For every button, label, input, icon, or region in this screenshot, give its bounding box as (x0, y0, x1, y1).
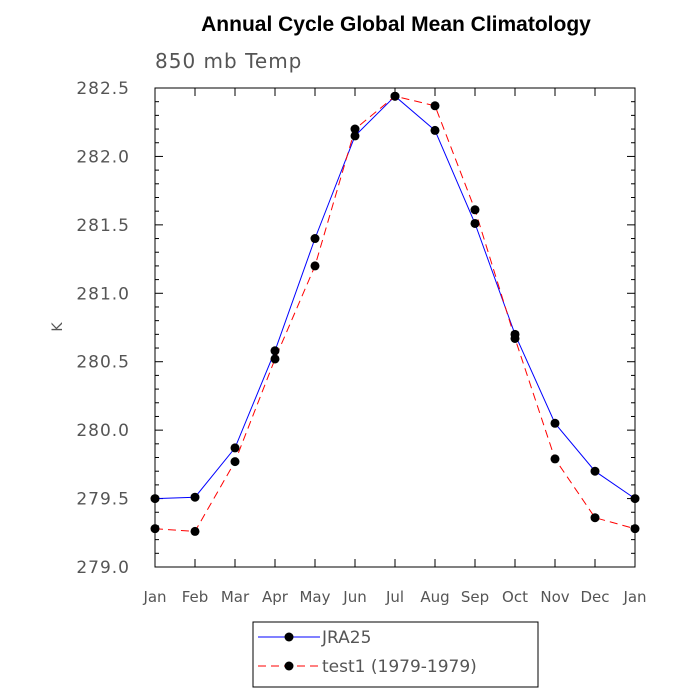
x-tick-label: Dec (580, 588, 609, 606)
series-1-point (350, 124, 360, 134)
legend-marker-test1 (284, 661, 294, 671)
y-tick-label: 281.5 (76, 216, 130, 236)
legend: JRA25 test1 (1979-1979) (252, 621, 539, 688)
x-tick-label: Oct (502, 588, 528, 606)
series-1-point (430, 101, 440, 111)
series-1-point (270, 354, 280, 364)
y-tick-label: 279.0 (76, 558, 130, 578)
series-0-point (430, 125, 440, 135)
series-1-point (510, 333, 520, 343)
y-tick-label: 280.0 (76, 421, 130, 441)
series-0-point (470, 218, 480, 228)
chart-subtitle: 850 mb Temp (155, 49, 302, 73)
legend-box (252, 621, 539, 688)
series-0-point (190, 492, 200, 502)
y-tick-label: 280.5 (76, 353, 130, 373)
series-0-point (270, 346, 280, 356)
chart-title: Annual Cycle Global Mean Climatology (201, 13, 591, 36)
x-tick-label: Apr (262, 588, 289, 606)
x-tick-label: Nov (540, 588, 569, 606)
series-layer (150, 91, 640, 536)
series-1-point (230, 457, 240, 467)
legend-marker-jra25 (284, 632, 294, 642)
x-tick-label: Jan (142, 588, 166, 606)
x-tick-label: Jul (385, 588, 404, 606)
series-1-point (550, 454, 560, 464)
plot-frame (154, 87, 636, 568)
y-tick-label: 282.5 (76, 79, 130, 99)
y-tick-label: 282.0 (76, 147, 130, 167)
y-tick-label: 279.5 (76, 490, 130, 510)
x-tick-label: Mar (221, 588, 250, 606)
series-line-0 (154, 95, 636, 500)
x-tick-label: Aug (420, 588, 449, 606)
x-tick-label: Jan (622, 588, 646, 606)
legend-label-test1: test1 (1979-1979) (322, 657, 477, 677)
series-1-point (150, 524, 160, 534)
series-0-point (150, 494, 160, 504)
series-1-point (470, 205, 480, 215)
series-line-1 (154, 95, 636, 532)
y-axis: 279.0 279.5 280.0 280.5 281.0 281.5 282.0 282.5 (76, 79, 635, 578)
series-0-point (550, 418, 560, 428)
x-tick-label: Sep (461, 588, 489, 606)
x-tick-label: May (299, 588, 330, 606)
x-axis: Jan Feb Mar Apr May Jun Jul Aug Sep Oct Nov Dec Jan (142, 88, 647, 606)
series-0-point (630, 494, 640, 504)
y-axis-label: K (50, 322, 66, 332)
series-1-point (590, 513, 600, 523)
series-1-point (390, 91, 400, 101)
series-1-point (190, 526, 200, 536)
legend-label-jra25: JRA25 (321, 628, 371, 648)
series-1-point (630, 524, 640, 534)
x-tick-label: Jun (342, 588, 366, 606)
series-0-point (230, 443, 240, 453)
series-0-point (310, 234, 320, 244)
x-tick-label: Feb (182, 588, 209, 606)
series-1-point (310, 261, 320, 271)
series-0-point (350, 131, 360, 141)
y-tick-label: 281.0 (76, 284, 130, 304)
series-0-point (590, 466, 600, 476)
